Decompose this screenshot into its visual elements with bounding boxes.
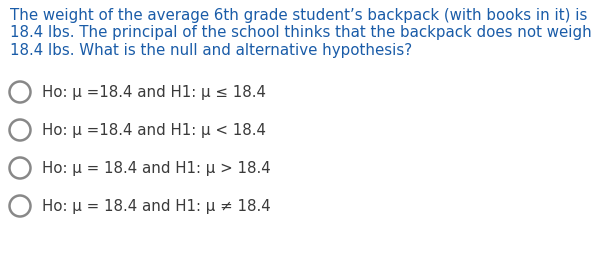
- Text: Ho: μ = 18.4 and H1: μ > 18.4: Ho: μ = 18.4 and H1: μ > 18.4: [42, 161, 271, 176]
- Text: 18.4 lbs. What is the null and alternative hypothesis?: 18.4 lbs. What is the null and alternati…: [10, 43, 412, 58]
- Text: Ho: μ =18.4 and H1: μ ≤ 18.4: Ho: μ =18.4 and H1: μ ≤ 18.4: [42, 85, 266, 100]
- Text: The weight of the average 6th grade student’s backpack (with books in it) is: The weight of the average 6th grade stud…: [10, 8, 587, 23]
- Text: Ho: μ = 18.4 and H1: μ ≠ 18.4: Ho: μ = 18.4 and H1: μ ≠ 18.4: [42, 199, 271, 214]
- Text: Ho: μ =18.4 and H1: μ < 18.4: Ho: μ =18.4 and H1: μ < 18.4: [42, 123, 266, 138]
- Text: 18.4 lbs. The principal of the school thinks that the backpack does not weigh: 18.4 lbs. The principal of the school th…: [10, 25, 592, 40]
